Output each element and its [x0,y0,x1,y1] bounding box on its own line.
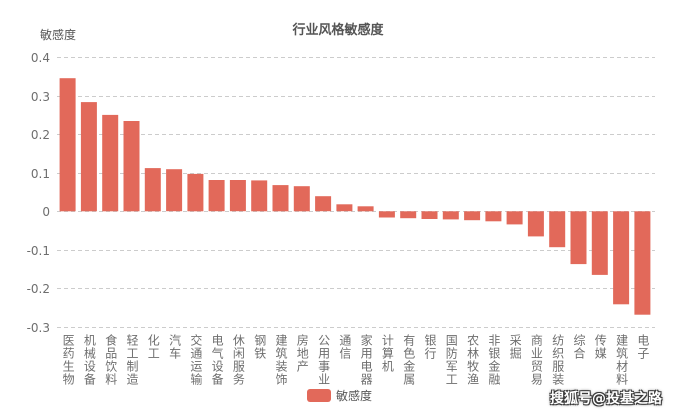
bar [187,173,204,212]
x-category-label: 医药生物 [61,334,76,386]
x-category-label: 农林牧渔 [465,334,480,386]
bar [400,211,417,219]
bar [421,211,438,219]
bar [485,211,502,222]
bar [336,204,353,212]
x-category-label: 商业贸易 [529,334,544,386]
bar [506,211,523,225]
x-category-label: 化工 [146,334,161,360]
x-category-label: 采掘 [508,334,523,360]
x-category-label: 休闲服务 [231,334,246,386]
y-tick-label: -0.2 [26,281,50,296]
bar [229,180,246,212]
x-category-label: 电子 [635,334,650,360]
bar [464,211,481,221]
bar [293,186,310,212]
x-category-label: 综合 [572,334,586,360]
legend-label: 敏感度 [336,388,373,403]
x-category-label: 钢铁 [252,334,267,360]
watermark: 搜狐号@投基之路 [550,391,662,407]
x-category-label: 汽车 [167,334,182,360]
x-category-label: 国防军工 [444,334,459,386]
y-tick-label: -0.3 [26,320,50,335]
bar [166,169,183,212]
x-category-label: 食品饮料 [103,334,118,386]
x-category-label: 公用事业 [316,334,331,386]
x-category-label: 建筑材料 [614,334,629,386]
x-category-label: 交通运输 [188,334,203,386]
bar [527,211,544,237]
bar [634,211,651,315]
bar [315,196,332,212]
bar [378,211,395,218]
x-category-label: 房地产 [295,334,310,373]
x-category-label: 纺织服装 [550,334,565,386]
y-axis-title: 敏感度 [40,28,77,42]
bar [251,180,268,212]
bar [613,211,630,305]
x-category-label: 机械设备 [82,334,97,386]
x-category-label: 有色金属 [401,334,416,386]
bar [102,114,119,212]
bar [442,211,459,220]
y-tick-label: 0 [42,204,50,219]
bar [208,180,225,212]
legend-swatch [307,389,331,402]
x-category-label: 银行 [423,334,437,360]
x-category-label: 计算机 [380,334,395,373]
bar [549,211,566,248]
bar [357,206,374,212]
bar [123,121,140,212]
y-tick-label: 0.2 [30,127,50,142]
bar [144,168,161,212]
y-tick-label: 0.1 [30,166,50,181]
x-category-label: 传媒 [593,334,608,360]
x-category-label: 通信 [337,334,352,360]
y-tick-label: 0.3 [30,89,50,104]
x-category-label: 建筑装饰 [274,334,288,386]
x-category-label: 电气设备 [210,334,225,386]
x-category-label: 家用电器 [359,334,374,386]
bar [272,185,289,212]
y-tick-label: 0.4 [30,50,50,65]
bar [80,102,97,212]
legend-item[interactable]: 敏感度 [307,388,372,403]
bars [59,78,651,315]
bar [570,211,587,265]
bar [59,78,76,212]
chart-title: 行业风格敏感度 [292,23,384,38]
x-category-label: 轻工制造 [125,334,139,386]
y-tick-label: -0.1 [26,243,50,258]
x-category-label: 非银金融 [486,334,501,386]
bar [591,211,608,275]
